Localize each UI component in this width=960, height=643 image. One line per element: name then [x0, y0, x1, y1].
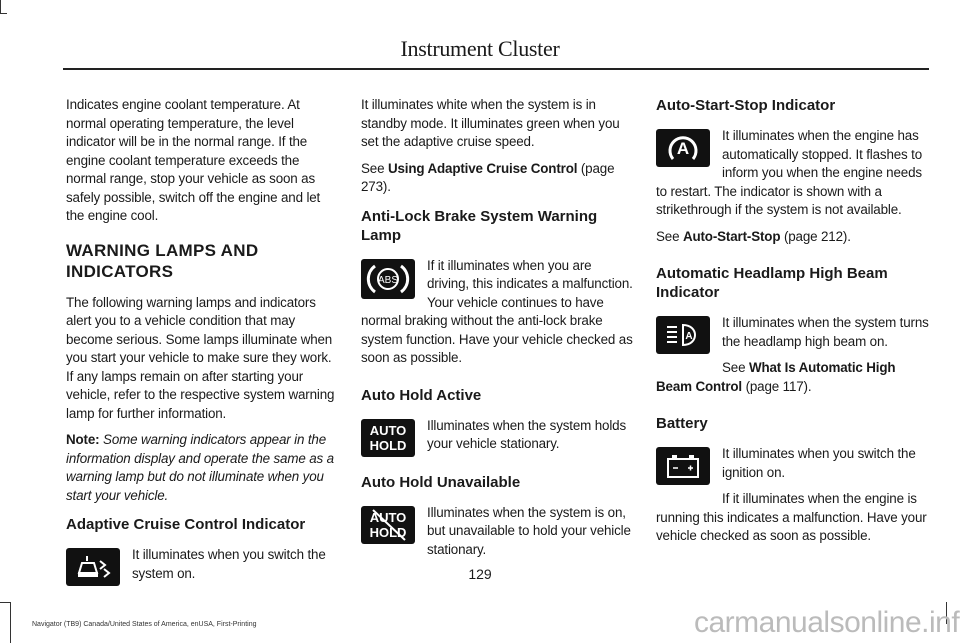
auto-start-stop-heading: Auto-Start-Stop Indicator — [656, 97, 836, 114]
svg-text:ABS: ABS — [378, 275, 398, 286]
note-text: Some warning indicators appear in the in… — [66, 432, 334, 503]
auto-start-stop-text: It illuminates when the engine has autom… — [656, 128, 923, 217]
header-divider — [63, 68, 929, 70]
column-2: It illuminates white when the system is … — [361, 96, 635, 567]
battery-icon — [656, 447, 710, 485]
crop-mark — [0, 602, 10, 603]
column-3: Auto-Start-Stop Indicator A It illuminat… — [656, 96, 930, 554]
acc-text-cont: It illuminates white when the system is … — [361, 97, 620, 149]
battery-text-1: It illuminates when you switch the ignit… — [722, 446, 916, 480]
auto-hold-unavailable-icon: AUTO HOLD — [361, 505, 415, 544]
crop-mark — [0, 13, 7, 14]
coolant-text: Indicates engine coolant temperature. At… — [66, 97, 321, 223]
link-auto-start-stop[interactable]: Auto-Start-Stop — [682, 228, 781, 244]
acc-text: It illuminates when you switch the syste… — [132, 547, 326, 581]
auto-high-beam-icon: A — [656, 316, 710, 354]
page-title: Instrument Cluster — [400, 36, 560, 61]
auto-hold-unavailable-text: Illuminates when the system is on, but u… — [427, 504, 631, 557]
abs-text: If it illuminates when you are driving, … — [361, 257, 633, 366]
section-heading-line-2: INDICATORS — [66, 261, 174, 281]
auto-start-stop-see: See Auto-Start-Stop (page 212). — [656, 228, 851, 244]
high-beam-heading: Automatic Headlamp High Beam Indicator — [656, 265, 888, 301]
link-auto-high-beam[interactable]: What Is Automatic High Beam Control — [656, 360, 896, 394]
acc-heading: Adaptive Cruise Control Indicator — [66, 516, 306, 533]
battery-heading: Battery — [656, 415, 708, 432]
edition-footer: Navigator (TB9) Canada/United States of … — [32, 621, 257, 628]
section-heading: WARNING LAMPS AND INDICATORS — [66, 240, 340, 282]
crop-mark — [10, 602, 11, 643]
crop-mark — [946, 602, 947, 624]
page-number: 129 — [468, 566, 492, 582]
auto-hold-heading: Auto Hold Active — [361, 386, 482, 404]
section-heading-line-1: WARNING LAMPS AND — [66, 240, 259, 260]
link-adaptive-cruise[interactable]: Using Adaptive Cruise Control — [387, 160, 578, 176]
svg-text:A: A — [685, 331, 692, 342]
abs-heading: Anti-Lock Brake System Warning Lamp — [361, 207, 598, 244]
high-beam-text: It illuminates when the system turns the… — [722, 315, 929, 349]
auto-hold-icon: AUTO HOLD — [361, 418, 415, 457]
note-label: Note: — [66, 432, 100, 447]
column-1: Indicates engine coolant temperature. At… — [66, 96, 340, 592]
adaptive-cruise-icon — [66, 548, 120, 586]
auto-hold-unavailable-heading: Auto Hold Unavailable — [361, 473, 521, 491]
auto-hold-text: Illuminates when the system holds your v… — [427, 417, 626, 452]
acc-see: See Using Adaptive Cruise Control (page … — [361, 160, 615, 195]
crop-mark — [0, 0, 1, 14]
note: Note: Some warning indicators appear in … — [66, 431, 340, 505]
abs-icon: ABS — [361, 258, 415, 299]
high-beam-see: See What Is Automatic High Beam Control … — [656, 360, 896, 394]
watermark: carmanualsonline.info — [694, 606, 960, 639]
svg-text:A: A — [677, 139, 689, 158]
auto-start-stop-icon: A — [656, 129, 710, 167]
intro-text: The following warning lamps and indicato… — [66, 294, 335, 421]
battery-text-2: If it illuminates when the engine is run… — [656, 491, 927, 543]
